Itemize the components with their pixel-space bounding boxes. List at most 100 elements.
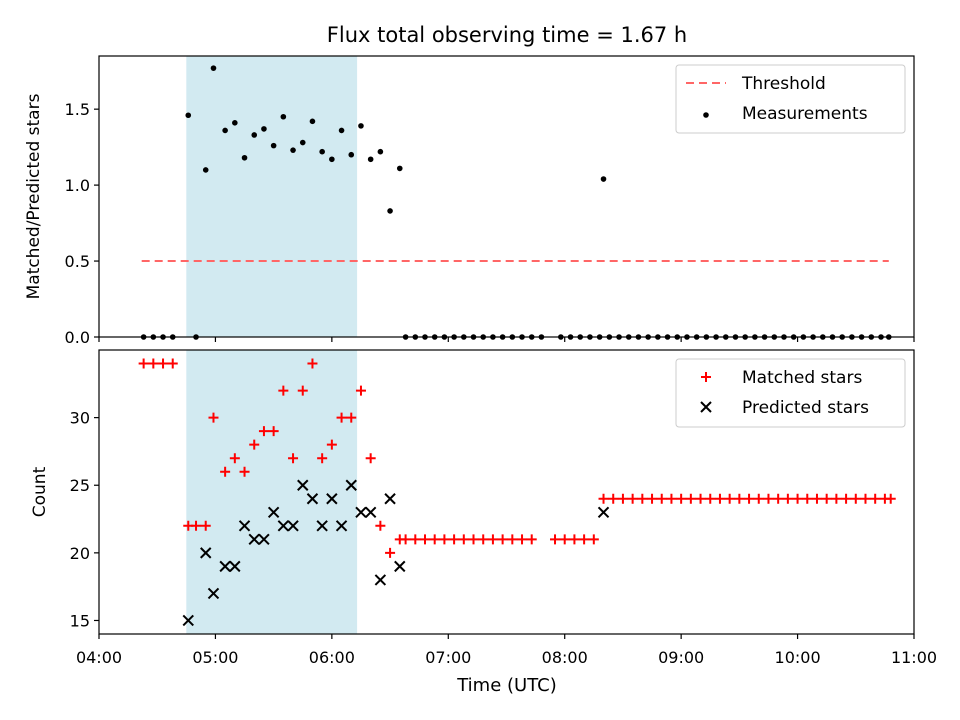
plus-marker	[317, 453, 328, 464]
plus-marker	[468, 534, 479, 545]
x-marker	[229, 560, 241, 573]
x-tick-label: 10:00	[775, 648, 821, 667]
x-tick-label: 04:00	[76, 648, 122, 667]
plus-marker	[608, 493, 619, 504]
plus-marker	[559, 534, 570, 545]
plus-marker	[773, 493, 784, 504]
plus-marker	[355, 385, 366, 396]
plus-marker	[229, 453, 240, 464]
plus-marker	[385, 547, 396, 558]
x-marker	[207, 587, 220, 600]
plus-marker	[336, 412, 347, 423]
plus-marker	[656, 493, 667, 504]
plus-marker	[208, 412, 219, 423]
x-marker	[219, 560, 231, 573]
y-tick-label: 30	[70, 409, 90, 428]
plus-marker	[326, 439, 337, 450]
plus-marker	[191, 520, 202, 531]
plus-marker	[744, 493, 755, 504]
plus-marker	[695, 493, 706, 504]
x-marker	[258, 533, 270, 546]
plus-marker	[666, 493, 677, 504]
measurement-point	[241, 154, 248, 161]
x-tick-label: 09:00	[658, 648, 704, 667]
plus-marker	[870, 493, 881, 504]
y-tick-label: 0.0	[65, 328, 90, 347]
legend-label: Predicted stars	[742, 398, 869, 418]
x-marker	[374, 574, 387, 586]
plus-marker	[841, 493, 852, 504]
measurement-point	[329, 156, 335, 163]
plus-marker	[297, 385, 308, 396]
measurement-point	[290, 147, 296, 153]
x-marker	[394, 560, 406, 573]
plus-marker	[685, 493, 696, 504]
x-marker	[287, 520, 299, 532]
x-marker	[597, 506, 610, 518]
x-marker	[316, 520, 328, 532]
plus-marker	[449, 534, 460, 545]
plus-marker	[410, 534, 421, 545]
x-tick-label: 08:00	[542, 648, 588, 667]
plus-marker	[439, 534, 450, 545]
ratio-panel: 0.0 0.5 1.0 1.5 Matched/Predicted stars Thres…	[24, 55, 915, 347]
axes-frame	[98, 55, 915, 338]
plus-marker	[792, 493, 803, 504]
plus-marker	[598, 493, 609, 504]
plus-marker	[487, 534, 498, 545]
plus-marker	[429, 534, 440, 545]
plus-marker	[588, 534, 599, 545]
plus-marker	[782, 493, 793, 504]
x-marker	[182, 614, 194, 627]
plus-marker	[569, 534, 580, 545]
measurement-point	[338, 127, 345, 134]
measurement-point	[377, 148, 384, 155]
measurement-point	[309, 118, 316, 125]
plus-marker	[763, 493, 774, 504]
x-axis-label: Time (UTC)	[456, 675, 557, 696]
plus-marker	[200, 520, 211, 531]
plus-marker	[526, 534, 537, 545]
y-tick-label: 15	[70, 611, 90, 630]
y-tick-label: 20	[70, 544, 90, 563]
plus-marker	[220, 466, 231, 477]
plus-marker	[346, 412, 357, 423]
plus-marker	[458, 534, 469, 545]
x-tick-label: 06:00	[309, 648, 355, 667]
y-tick-label: 0.5	[65, 252, 90, 271]
axes-frame	[98, 349, 915, 635]
plus-marker	[617, 493, 628, 504]
x-marker	[364, 506, 377, 518]
plus-marker	[249, 439, 260, 450]
plus-marker	[802, 493, 813, 504]
plus-marker	[724, 493, 735, 504]
measurement-point	[202, 167, 209, 173]
plus-marker	[811, 493, 822, 504]
observing-window-shade	[186, 56, 358, 337]
count-panel: 15 20 25 30 04:00 05:00 06:00 07:00 08:00 09:00 10…	[30, 349, 937, 667]
plus-marker	[507, 534, 518, 545]
measurement-point	[358, 123, 364, 129]
plus-marker	[821, 493, 832, 504]
x-tick-label: 05:00	[192, 648, 238, 667]
plus-marker	[239, 466, 250, 477]
plus-marker	[850, 493, 861, 504]
plus-marker	[676, 493, 687, 504]
plus-marker	[497, 534, 508, 545]
x-marker	[306, 493, 319, 505]
legend-label: Measurements	[742, 104, 868, 124]
measurement-point	[348, 151, 355, 158]
plus-marker	[579, 534, 590, 545]
legend-label: Matched stars	[742, 368, 862, 388]
measurement-point	[232, 120, 238, 126]
observing-window-shade	[186, 350, 358, 634]
plus-marker	[550, 534, 561, 545]
measurement-point	[270, 142, 277, 149]
plus-marker	[138, 358, 149, 369]
plus-marker	[158, 358, 169, 369]
plus-marker	[885, 493, 896, 504]
measurement-point	[222, 127, 228, 134]
x-marker	[267, 506, 280, 518]
plus-marker	[860, 493, 871, 504]
measurement-point	[185, 112, 192, 119]
